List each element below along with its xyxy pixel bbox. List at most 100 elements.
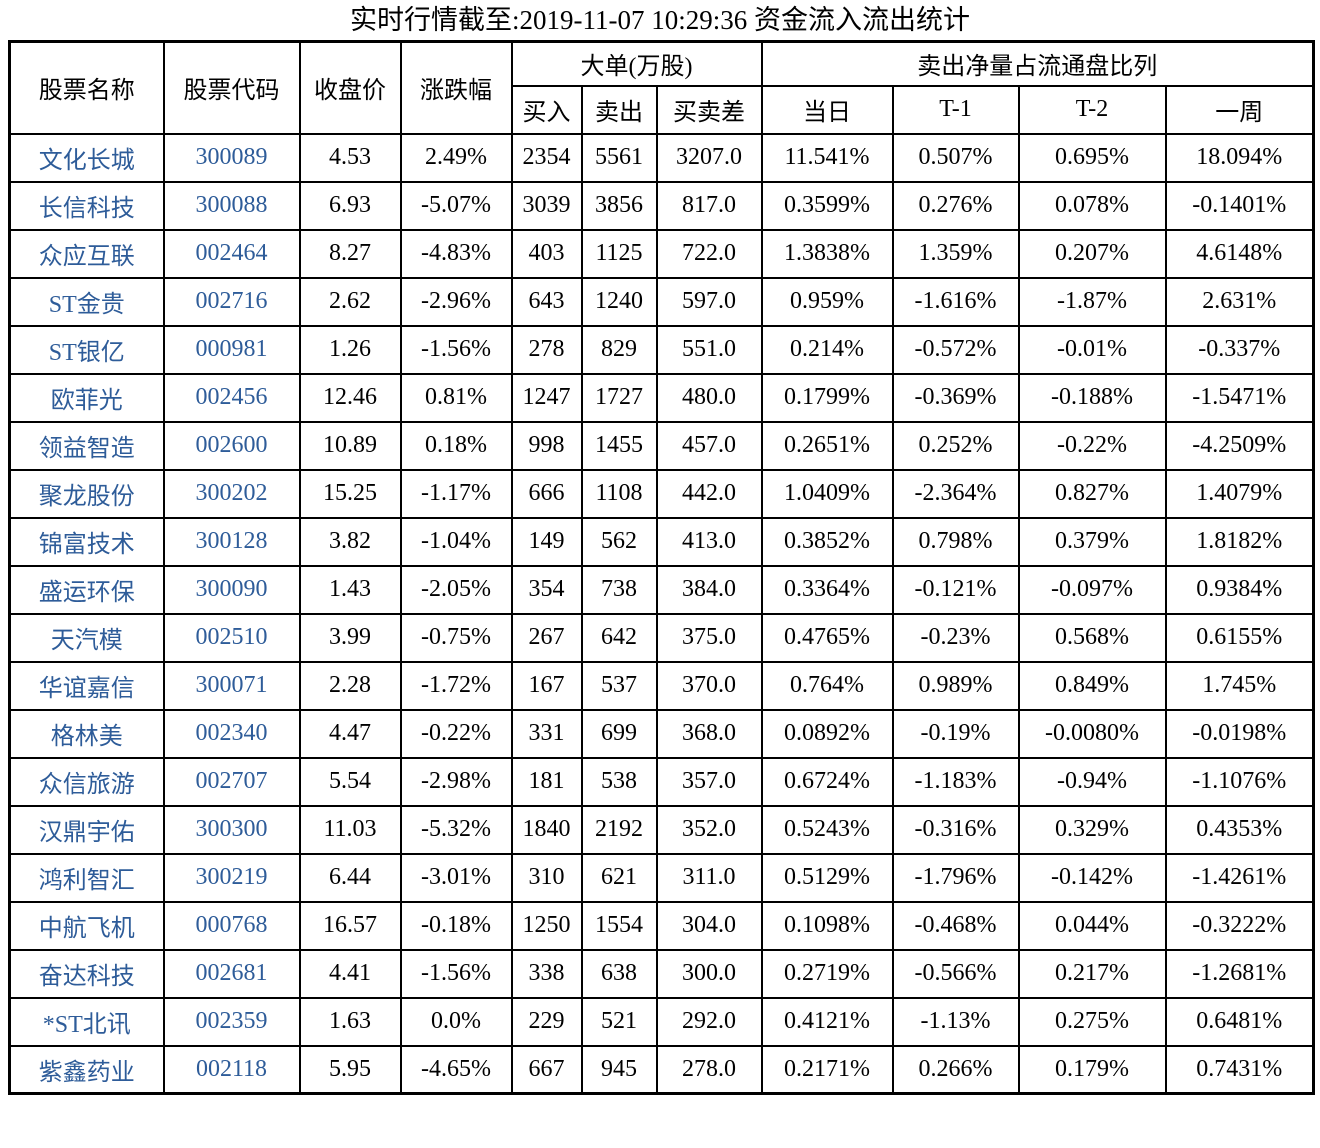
week-ratio-cell: 4.6148% (1164, 228, 1315, 279)
change-pct-cell: -2.05% (399, 564, 513, 615)
week-ratio-cell: 1.8182% (1164, 516, 1315, 567)
buy-sell-diff-cell: 817.0 (655, 180, 763, 231)
stock-name-cell: 中航飞机 (8, 900, 165, 951)
change-pct-cell: 2.49% (399, 132, 513, 183)
t2-ratio-cell: 0.827% (1017, 468, 1167, 519)
t2-ratio-cell: 0.568% (1017, 612, 1167, 663)
day-ratio-cell: 0.5243% (760, 804, 894, 855)
change-pct-cell: -0.75% (399, 612, 513, 663)
day-ratio-cell: 0.214% (760, 324, 894, 375)
close-price-cell: 4.47 (298, 708, 402, 759)
week-ratio-cell: -1.4261% (1164, 852, 1315, 903)
t2-ratio-cell: -0.22% (1017, 420, 1167, 471)
stock-name-cell: 锦富技术 (8, 516, 165, 567)
week-ratio-cell: -1.1076% (1164, 756, 1315, 807)
table-body: 文化长城 300089 4.53 2.49% 2354 5561 3207.0 11.541%… (8, 132, 1315, 1095)
buy-cell: 3039 (510, 180, 583, 231)
col-header-t1: T-1 (891, 84, 1020, 135)
day-ratio-cell: 0.959% (760, 276, 894, 327)
t2-ratio-cell: 0.179% (1017, 1044, 1167, 1095)
t1-ratio-cell: -0.566% (891, 948, 1020, 999)
close-price-cell: 4.41 (298, 948, 402, 999)
buy-sell-diff-cell: 357.0 (655, 756, 763, 807)
stock-code-cell: 000768 (162, 900, 301, 951)
stock-name-cell: *ST北讯 (8, 996, 165, 1047)
t1-ratio-cell: 0.276% (891, 180, 1020, 231)
change-pct-cell: -1.04% (399, 516, 513, 567)
stock-name-cell: 奋达科技 (8, 948, 165, 999)
change-pct-cell: -4.83% (399, 228, 513, 279)
week-ratio-cell: -1.2681% (1164, 948, 1315, 999)
t2-ratio-cell: -1.87% (1017, 276, 1167, 327)
buy-sell-diff-cell: 304.0 (655, 900, 763, 951)
week-ratio-cell: 1.745% (1164, 660, 1315, 711)
day-ratio-cell: 0.3599% (760, 180, 894, 231)
close-price-cell: 6.93 (298, 180, 402, 231)
stock-code-cell: 002707 (162, 756, 301, 807)
stock-code-cell: 300128 (162, 516, 301, 567)
sell-cell: 5561 (580, 132, 658, 183)
change-pct-cell: -1.56% (399, 948, 513, 999)
sell-cell: 1240 (580, 276, 658, 327)
t2-ratio-cell: -0.94% (1017, 756, 1167, 807)
stock-name-cell: 华谊嘉信 (8, 660, 165, 711)
t1-ratio-cell: 1.359% (891, 228, 1020, 279)
table-row: ST金贵 002716 2.62 -2.96% 643 1240 597.0 0.959% -1… (8, 276, 1315, 327)
change-pct-cell: -2.96% (399, 276, 513, 327)
stock-name-cell: 众信旅游 (8, 756, 165, 807)
table-row: *ST北讯 002359 1.63 0.0% 229 521 292.0 0.4121% -1.… (8, 996, 1315, 1047)
stock-name-cell: 盛运环保 (8, 564, 165, 615)
sell-cell: 3856 (580, 180, 658, 231)
header-group-row: 股票名称 股票代码 收盘价 涨跌幅 大单(万股) 卖出净量占流通盘比列 (8, 40, 1315, 135)
close-price-cell: 3.82 (298, 516, 402, 567)
buy-sell-diff-cell: 375.0 (655, 612, 763, 663)
buy-cell: 310 (510, 852, 583, 903)
buy-sell-diff-cell: 384.0 (655, 564, 763, 615)
t1-ratio-cell: 0.266% (891, 1044, 1020, 1095)
stock-name-cell: 紫鑫药业 (8, 1044, 165, 1095)
buy-sell-diff-cell: 551.0 (655, 324, 763, 375)
col-header-stock-name: 股票名称 (8, 40, 165, 135)
col-header-buy: 买入 (510, 84, 583, 135)
col-header-change-pct: 涨跌幅 (399, 40, 513, 135)
stock-name-cell: 鸿利智汇 (8, 852, 165, 903)
buy-cell: 229 (510, 996, 583, 1047)
sell-cell: 638 (580, 948, 658, 999)
buy-cell: 267 (510, 612, 583, 663)
t1-ratio-cell: -0.369% (891, 372, 1020, 423)
stock-name-cell: 欧菲光 (8, 372, 165, 423)
stock-code-cell: 002681 (162, 948, 301, 999)
buy-sell-diff-cell: 442.0 (655, 468, 763, 519)
buy-cell: 354 (510, 564, 583, 615)
change-pct-cell: -2.98% (399, 756, 513, 807)
table-row: 众应互联 002464 8.27 -4.83% 403 1125 722.0 1.3838% 1… (8, 228, 1315, 279)
fund-flow-table: 股票名称 股票代码 收盘价 涨跌幅 大单(万股) 卖出净量占流通盘比列 买入 卖… (8, 40, 1315, 1095)
buy-cell: 1250 (510, 900, 583, 951)
buy-sell-diff-cell: 311.0 (655, 852, 763, 903)
t1-ratio-cell: -1.13% (891, 996, 1020, 1047)
week-ratio-cell: 0.4353% (1164, 804, 1315, 855)
buy-cell: 2354 (510, 132, 583, 183)
col-header-week: 一周 (1164, 84, 1315, 135)
table-row: 紫鑫药业 002118 5.95 -4.65% 667 945 278.0 0.2171% 0.… (8, 1044, 1315, 1095)
buy-cell: 338 (510, 948, 583, 999)
col-group-large-orders: 大单(万股) (510, 40, 763, 87)
stock-name-cell: 文化长城 (8, 132, 165, 183)
week-ratio-cell: 0.6155% (1164, 612, 1315, 663)
close-price-cell: 11.03 (298, 804, 402, 855)
col-header-close-price: 收盘价 (298, 40, 402, 135)
close-price-cell: 5.54 (298, 756, 402, 807)
close-price-cell: 2.62 (298, 276, 402, 327)
buy-sell-diff-cell: 278.0 (655, 1044, 763, 1095)
week-ratio-cell: -4.2509% (1164, 420, 1315, 471)
t2-ratio-cell: -0.0080% (1017, 708, 1167, 759)
close-price-cell: 1.43 (298, 564, 402, 615)
change-pct-cell: 0.0% (399, 996, 513, 1047)
t1-ratio-cell: -0.121% (891, 564, 1020, 615)
t1-ratio-cell: 0.798% (891, 516, 1020, 567)
sell-cell: 2192 (580, 804, 658, 855)
sell-cell: 945 (580, 1044, 658, 1095)
stock-code-cell: 300090 (162, 564, 301, 615)
sell-cell: 562 (580, 516, 658, 567)
table-row: 领益智造 002600 10.89 0.18% 998 1455 457.0 0.2651% 0… (8, 420, 1315, 471)
